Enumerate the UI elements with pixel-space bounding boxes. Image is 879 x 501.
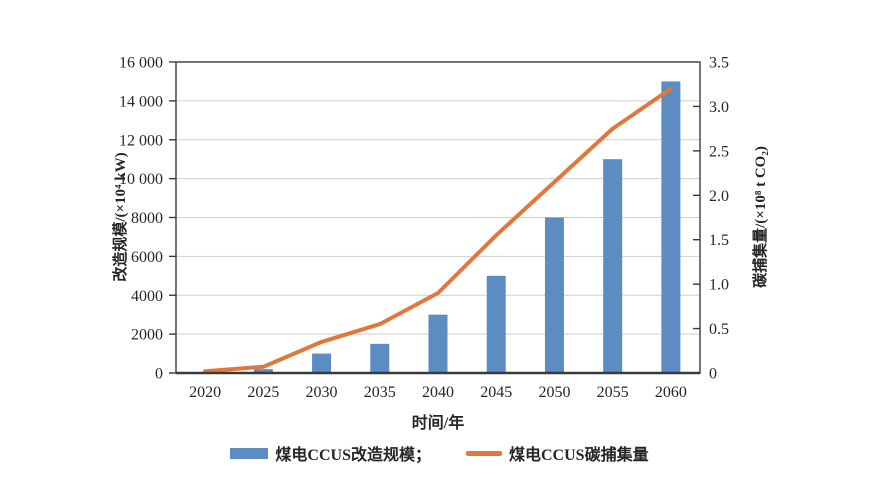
right-axis-tick-label: 3.0 <box>709 99 729 116</box>
left-axis-tick-label: 12 000 <box>119 132 163 149</box>
legend-item-rebuild-scale: 煤电CCUS改造规模； <box>230 441 431 465</box>
right-axis-tick-label: 0.5 <box>709 321 729 338</box>
right-axis-tick-label: 3.5 <box>709 55 729 72</box>
legend-label-capture: 煤电CCUS碳捕集量 <box>509 447 649 464</box>
bar-2050 <box>544 217 564 373</box>
axes-layer: 0 2000 4000 6000 8000 10 000 12 000 14 000 16 00… <box>119 55 729 402</box>
left-axis-title: 改造规模/(×10⁴ kW) <box>111 152 129 281</box>
legend-swatch-line-icon <box>466 450 502 456</box>
right-axis-tick-label: 2.5 <box>709 143 729 160</box>
right-axis-tick-label: 1.5 <box>709 232 729 249</box>
bar-2025 <box>253 369 273 373</box>
x-tick-label-2035: 2035 <box>364 384 396 401</box>
bar-2055 <box>603 159 623 373</box>
x-tick-label-2060: 2060 <box>655 384 687 401</box>
x-tick-label-2040: 2040 <box>422 384 454 401</box>
x-tick-label-2030: 2030 <box>306 384 338 401</box>
left-axis-tick-label: 6000 <box>131 249 163 266</box>
x-tick-label-2055: 2055 <box>597 384 629 401</box>
bar-2040 <box>428 314 448 373</box>
right-axis-tick-label: 0 <box>709 366 717 383</box>
legend-item-capture: 煤电CCUS碳捕集量 <box>466 441 649 465</box>
left-axis-tick-label: 14 000 <box>119 93 163 110</box>
left-axis-tick-label: 16 000 <box>119 55 163 72</box>
gridlines-layer <box>176 100 700 335</box>
left-axis-tick-label: 0 <box>155 366 163 383</box>
bar-2060 <box>661 81 681 373</box>
bar-series-layer <box>253 81 681 373</box>
left-axis-tick-label: 4000 <box>131 288 163 305</box>
bar-2035 <box>370 343 390 373</box>
x-tick-label-2025: 2025 <box>247 384 279 401</box>
x-tick-label-2020: 2020 <box>189 384 221 401</box>
x-tick-label-2050: 2050 <box>538 384 570 401</box>
legend-label-rebuild-scale: 煤电CCUS改造规模； <box>275 447 431 464</box>
legend: 煤电CCUS改造规模； 煤电CCUS碳捕集量 <box>0 441 879 465</box>
left-axis-tick-label: 8000 <box>131 210 163 227</box>
x-axis-title: 时间/年 <box>412 413 464 432</box>
line-series-layer <box>203 86 673 374</box>
right-axis-title: 碳捕集量/(×10⁸ t CO₂) <box>751 146 769 288</box>
bar-2030 <box>312 353 332 373</box>
capture-line <box>203 86 673 374</box>
right-axis-tick-label: 2.0 <box>709 188 729 205</box>
legend-swatch-bar-icon <box>230 447 269 459</box>
bar-2045 <box>486 275 506 373</box>
right-axis-tick-label: 1.0 <box>709 277 729 294</box>
left-axis-tick-label: 10 000 <box>119 171 163 188</box>
x-tick-label-2045: 2045 <box>480 384 512 401</box>
left-axis-tick-label: 2000 <box>131 327 163 344</box>
